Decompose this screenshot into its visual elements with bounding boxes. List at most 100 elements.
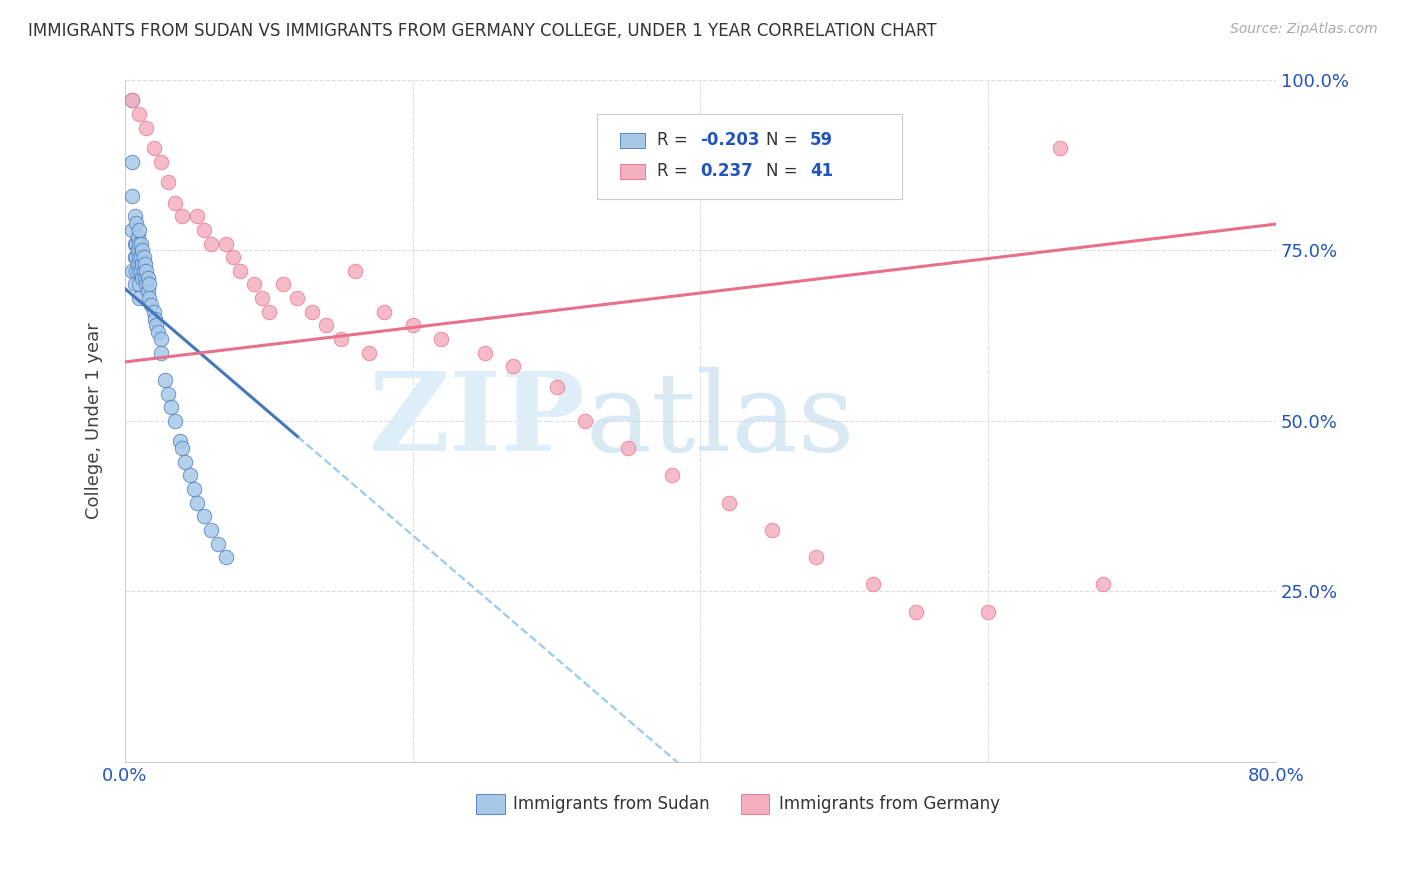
Point xyxy=(1092,577,1115,591)
FancyBboxPatch shape xyxy=(741,794,769,814)
Point xyxy=(186,210,208,224)
Point xyxy=(128,277,150,292)
Point xyxy=(761,523,783,537)
Point xyxy=(200,523,222,537)
Point xyxy=(165,414,187,428)
Point xyxy=(905,605,928,619)
Point xyxy=(401,318,423,333)
Point xyxy=(160,400,183,414)
Point xyxy=(156,175,179,189)
Point xyxy=(127,257,149,271)
Point xyxy=(214,550,236,565)
Point xyxy=(146,325,169,339)
Text: 59: 59 xyxy=(810,131,832,149)
Point xyxy=(169,434,191,449)
Y-axis label: College, Under 1 year: College, Under 1 year xyxy=(86,322,103,519)
Point xyxy=(359,345,381,359)
Point xyxy=(136,270,159,285)
Point xyxy=(135,264,157,278)
Point xyxy=(207,536,229,550)
Point xyxy=(128,223,150,237)
Point xyxy=(124,250,146,264)
Point xyxy=(124,277,146,292)
Text: Immigrants from Germany: Immigrants from Germany xyxy=(779,795,1000,813)
Point xyxy=(128,250,150,264)
Point xyxy=(127,229,149,244)
Point xyxy=(129,264,152,278)
Point xyxy=(125,250,148,264)
Point xyxy=(136,285,159,299)
Point xyxy=(222,250,245,264)
FancyBboxPatch shape xyxy=(620,164,645,179)
Point xyxy=(804,550,827,565)
Point xyxy=(134,257,156,271)
Point xyxy=(125,264,148,278)
Point xyxy=(135,277,157,292)
Point xyxy=(862,577,884,591)
Point xyxy=(121,154,143,169)
Point xyxy=(149,154,172,169)
Point xyxy=(153,373,176,387)
Point xyxy=(138,291,160,305)
Point xyxy=(156,386,179,401)
Point xyxy=(574,414,596,428)
Point xyxy=(165,195,187,210)
Point xyxy=(661,468,683,483)
Point xyxy=(474,345,496,359)
Point xyxy=(183,482,205,496)
Point xyxy=(174,455,197,469)
Point xyxy=(121,94,143,108)
Text: 0.237: 0.237 xyxy=(700,161,754,179)
Text: 41: 41 xyxy=(810,161,832,179)
Point xyxy=(128,236,150,251)
Point xyxy=(186,495,208,509)
Point xyxy=(142,305,165,319)
Point xyxy=(149,345,172,359)
Point xyxy=(142,141,165,155)
Point xyxy=(145,318,167,333)
Point xyxy=(131,244,153,258)
Point xyxy=(128,264,150,278)
Point xyxy=(250,291,273,305)
Point xyxy=(128,291,150,305)
Text: -0.203: -0.203 xyxy=(700,131,759,149)
Text: Immigrants from Sudan: Immigrants from Sudan xyxy=(513,795,710,813)
Point xyxy=(132,250,155,264)
Point xyxy=(139,298,162,312)
Point xyxy=(172,441,194,455)
Point xyxy=(131,257,153,271)
Point xyxy=(344,264,367,278)
Point xyxy=(125,236,148,251)
Point xyxy=(977,605,1000,619)
Point xyxy=(193,509,215,524)
Point xyxy=(129,236,152,251)
Point xyxy=(179,468,201,483)
FancyBboxPatch shape xyxy=(475,794,505,814)
Point xyxy=(121,94,143,108)
Point xyxy=(200,236,222,251)
Point xyxy=(132,264,155,278)
Point xyxy=(138,277,160,292)
Point xyxy=(193,223,215,237)
Point xyxy=(617,441,640,455)
Point xyxy=(135,120,157,135)
Point xyxy=(121,264,143,278)
Point xyxy=(125,216,148,230)
Point xyxy=(121,223,143,237)
Point xyxy=(430,332,453,346)
Point xyxy=(131,270,153,285)
Point xyxy=(243,277,266,292)
Point xyxy=(546,380,568,394)
Text: R =: R = xyxy=(657,161,697,179)
Point xyxy=(329,332,352,346)
Point xyxy=(257,305,280,319)
Point xyxy=(143,311,166,326)
Point xyxy=(172,210,194,224)
FancyBboxPatch shape xyxy=(620,133,645,148)
Point xyxy=(315,318,337,333)
Point xyxy=(124,236,146,251)
Point xyxy=(128,107,150,121)
Point xyxy=(718,495,741,509)
Point xyxy=(149,332,172,346)
Point xyxy=(502,359,524,374)
